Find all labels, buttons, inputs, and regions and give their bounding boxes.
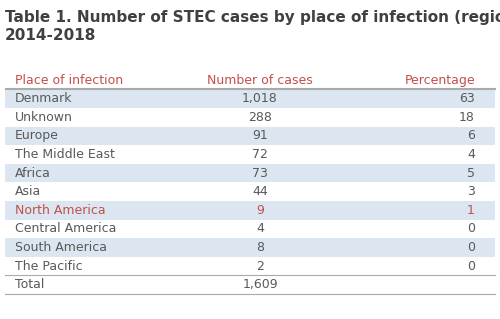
FancyBboxPatch shape (5, 71, 495, 89)
FancyBboxPatch shape (5, 238, 495, 257)
Text: 6: 6 (467, 129, 475, 142)
Text: 3: 3 (467, 185, 475, 198)
Text: 63: 63 (459, 92, 475, 105)
Text: 91: 91 (252, 129, 268, 142)
Text: The Pacific: The Pacific (15, 260, 82, 273)
Text: 0: 0 (467, 260, 475, 273)
Text: 1,018: 1,018 (242, 92, 278, 105)
FancyBboxPatch shape (5, 219, 495, 238)
Text: Place of infection: Place of infection (15, 73, 123, 86)
FancyBboxPatch shape (5, 145, 495, 164)
Text: 72: 72 (252, 148, 268, 161)
Text: 1,609: 1,609 (242, 278, 278, 291)
Text: Africa: Africa (15, 167, 51, 180)
Text: 288: 288 (248, 111, 272, 124)
Text: The Middle East: The Middle East (15, 148, 115, 161)
FancyBboxPatch shape (5, 108, 495, 127)
FancyBboxPatch shape (5, 257, 495, 275)
Text: South America: South America (15, 241, 107, 254)
Text: Percentage: Percentage (404, 73, 475, 86)
Text: Table 1. Number of STEC cases by place of infection (region),
2014-2018: Table 1. Number of STEC cases by place o… (5, 10, 500, 43)
Text: 4: 4 (467, 148, 475, 161)
Text: Total: Total (15, 278, 44, 291)
Text: 73: 73 (252, 167, 268, 180)
Text: Unknown: Unknown (15, 111, 73, 124)
Text: 9: 9 (256, 204, 264, 217)
Text: Europe: Europe (15, 129, 59, 142)
Text: 18: 18 (459, 111, 475, 124)
Text: 2: 2 (256, 260, 264, 273)
FancyBboxPatch shape (5, 201, 495, 219)
Text: Number of cases: Number of cases (207, 73, 313, 86)
FancyBboxPatch shape (5, 89, 495, 108)
Text: 1: 1 (467, 204, 475, 217)
Text: North America: North America (15, 204, 106, 217)
Text: Central America: Central America (15, 222, 116, 235)
Text: 8: 8 (256, 241, 264, 254)
Text: 44: 44 (252, 185, 268, 198)
Text: Asia: Asia (15, 185, 41, 198)
Text: 0: 0 (467, 241, 475, 254)
FancyBboxPatch shape (5, 164, 495, 182)
FancyBboxPatch shape (5, 182, 495, 201)
Text: Denmark: Denmark (15, 92, 72, 105)
Text: 4: 4 (256, 222, 264, 235)
FancyBboxPatch shape (5, 275, 495, 294)
Text: 5: 5 (467, 167, 475, 180)
FancyBboxPatch shape (5, 127, 495, 145)
Text: 0: 0 (467, 222, 475, 235)
